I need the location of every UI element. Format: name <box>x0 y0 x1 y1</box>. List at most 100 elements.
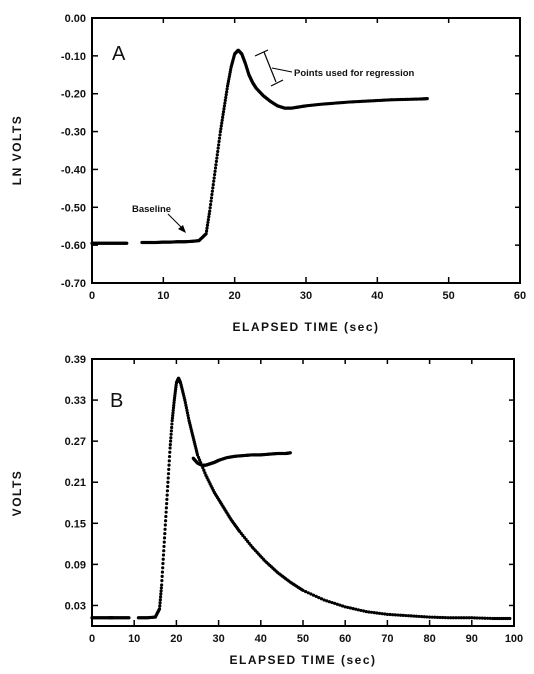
panel-b-series-1-point <box>160 583 164 587</box>
panel-b-series-1-point <box>327 600 331 604</box>
panel-a-series-1-point <box>228 70 232 74</box>
panel-b-series-1-point <box>170 416 175 420</box>
panel-b-series-1-point <box>467 616 471 620</box>
panel-a-series-1-point <box>228 72 232 76</box>
panel-a-series-1-point <box>215 156 219 160</box>
panel-a-label: A <box>112 43 126 65</box>
panel-b-series-1-point <box>311 593 316 597</box>
panel-a-series-1-point <box>211 186 215 190</box>
panel-b-series-1-point <box>162 536 167 540</box>
panel-a-series-1-point <box>227 75 231 79</box>
panel-b-series-1-point <box>372 611 376 615</box>
panel-a-series-1-point <box>217 136 222 140</box>
panel-a-y-tick-label: -0.20 <box>61 89 86 101</box>
panel-b-series-1-point <box>351 607 355 611</box>
panel-a-series-1-point <box>225 87 229 91</box>
panel-b-series-1-point <box>449 616 453 620</box>
panel-b-series-1-point <box>459 616 463 620</box>
panel-b-x-tick-label: 100 <box>505 633 523 645</box>
panel-b-series-1-point <box>163 519 168 523</box>
panel-b-series-1-point <box>161 557 165 561</box>
panel-b-series-1-point <box>171 413 175 418</box>
panel-b-series-1-point <box>172 403 176 407</box>
panel-b-series-1-point <box>170 419 174 423</box>
panel-a-x-tick-label: 30 <box>300 290 312 302</box>
panel-b-series-1-point <box>417 614 421 619</box>
panel-b-series-1-point <box>195 453 200 457</box>
panel-b-series-1-point <box>319 597 324 601</box>
panel-a-series-1-point <box>225 90 229 94</box>
panel-b-series-1-point <box>333 601 337 606</box>
panel-a-series-1-point <box>221 112 225 117</box>
panel-a-series-1-point <box>207 215 211 219</box>
panel-b-series-1-point <box>169 436 173 440</box>
panel-a-series-1-point <box>211 182 215 187</box>
panel-b-series-1-point <box>170 422 174 426</box>
panel-b-series-1-point <box>385 612 389 616</box>
panel-b-series-1-point <box>168 446 172 450</box>
regression-bracket-mid <box>263 51 277 83</box>
panel-a-series-1-point <box>214 163 218 167</box>
panel-b-series-1-point <box>396 613 400 617</box>
panel-b-series-1-point <box>160 574 164 578</box>
panel-b-series-1-point <box>428 615 432 619</box>
panel-b-series-1-point <box>157 607 162 611</box>
panel-b-series-1-point <box>183 398 187 402</box>
panel-b-y-tick-label: 0.21 <box>65 477 86 489</box>
panel-b-series-1-point <box>158 604 162 608</box>
panel-b-series-1-point <box>446 616 450 620</box>
panel-b-series-1-point <box>478 616 482 620</box>
panel-a-series-1-point <box>219 124 223 128</box>
panel-b-series-1-point <box>380 612 384 616</box>
panel-a-series-1-point <box>219 127 223 131</box>
panel-b-x-tick-label: 50 <box>297 633 309 645</box>
panel-b-series-1-point <box>441 615 445 620</box>
panel-b-series-1-point <box>168 439 173 443</box>
panel-a-series-1-point <box>210 189 214 193</box>
panel-b-series-1-point <box>158 595 163 599</box>
panel-b-series-1-point <box>186 413 190 418</box>
panel-a-series-1-point <box>222 107 226 111</box>
panel-b-series-1-point <box>162 544 166 549</box>
panel-b-series-1-point <box>480 616 484 620</box>
panel-a-series-1-point <box>220 118 224 122</box>
panel-b-series-1-point <box>159 592 163 596</box>
regression-bracket-top <box>254 49 269 57</box>
panel-b-series-1-point <box>127 616 131 620</box>
panel-b-ticks: 0 10 20 30 40 50 60 70 80 90 100 0.03 0.09 0.15 0.21 0.… <box>65 354 524 645</box>
panel-b-x-tick-label: 0 <box>89 633 95 645</box>
panel-b-series-1-point <box>375 611 379 615</box>
panel-b-series-1-point <box>167 459 171 463</box>
panel-b-series-1-point <box>433 615 437 619</box>
panel-b-series-1-point <box>202 468 206 472</box>
panel-a-series-1-point <box>221 110 226 114</box>
panel-b-series-1-point <box>451 616 455 620</box>
panel-b-series-1-point <box>317 595 321 600</box>
panel-a-x-tick-label: 10 <box>157 290 169 302</box>
panel-a-series-1-point <box>208 206 212 210</box>
panel-a-series-1-point <box>224 95 228 100</box>
panel-b-series-1-point <box>391 613 395 617</box>
panel-a-series-1-point <box>208 202 213 207</box>
panel-b: 0 10 20 30 40 50 60 70 80 90 100 0.03 0.09 0.15 0.21 0.… <box>10 354 523 667</box>
panel-b-series-1-point <box>164 514 168 519</box>
panel-a-series-1-point <box>125 241 129 245</box>
panel-b-series-1-point <box>414 614 419 618</box>
annotation-baseline-arrowhead <box>178 225 186 233</box>
panel-a-series-1-point <box>229 67 233 72</box>
regression-bracket-bottom <box>270 79 284 87</box>
panel-b-series-1-point <box>168 442 172 447</box>
panel-b-series-1-point <box>169 432 173 436</box>
panel-b-series-1-point <box>377 611 382 615</box>
panel-b-series-1-point <box>304 589 308 594</box>
panel-b-series-1-point <box>343 605 347 609</box>
panel-a-series-1-point <box>214 159 218 163</box>
panel-b-series-1-point <box>406 614 411 618</box>
panel-b-x-axis-title: ELAPSED TIME (sec) <box>229 653 376 667</box>
panel-b-series-1-point <box>398 613 403 617</box>
panel-b-series-1-point <box>472 616 477 620</box>
panel-a-series-1-point <box>220 121 224 125</box>
panel-b-x-tick-label: 60 <box>339 633 351 645</box>
panel-b-x-tick-label: 70 <box>381 633 393 645</box>
